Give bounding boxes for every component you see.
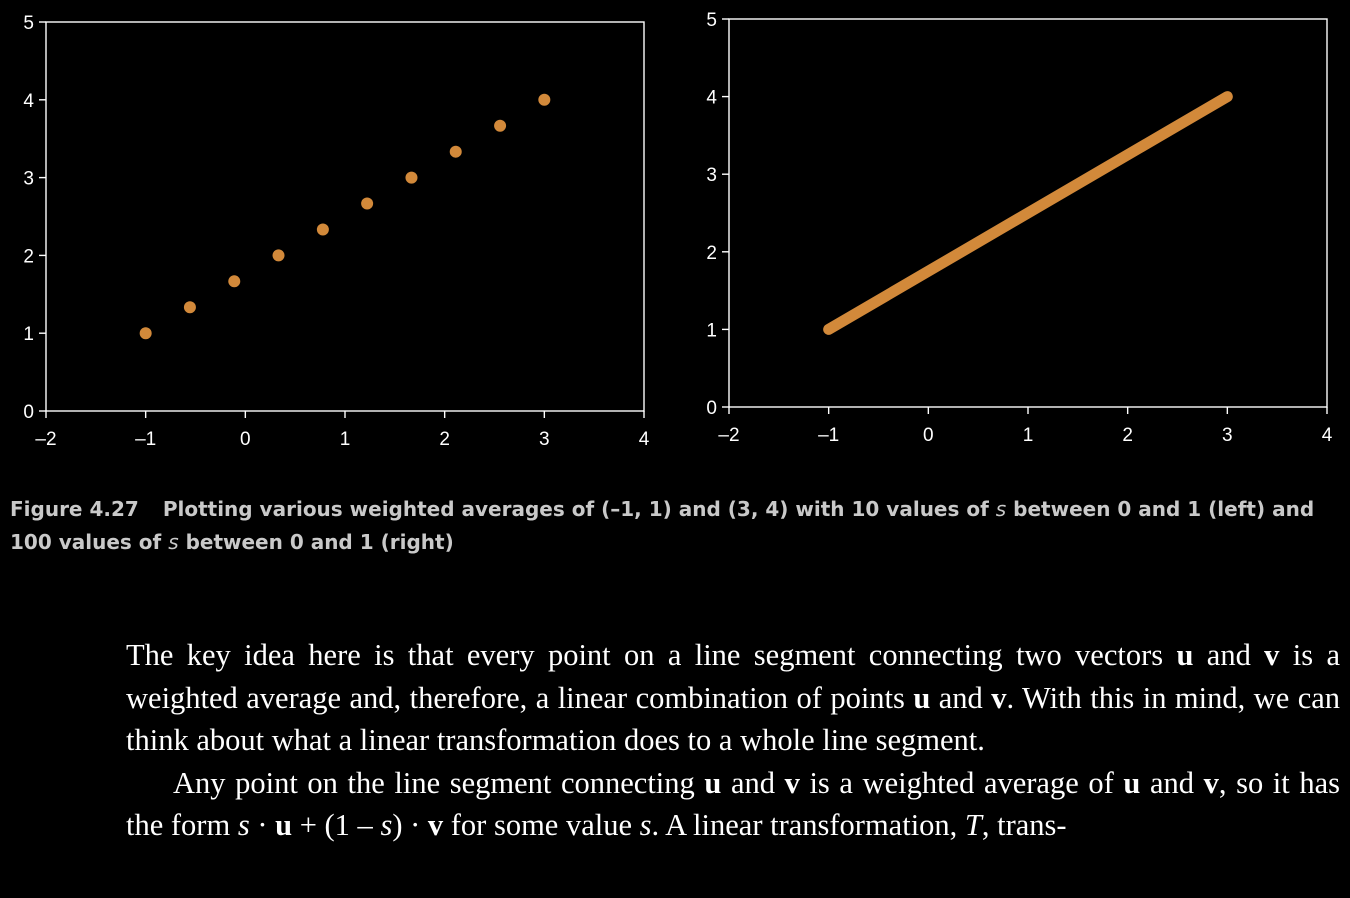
- data-point: [494, 119, 507, 132]
- line-plot-right: –2 –1 0 1 2 3 4 0 1 2 3 4 5: [706, 10, 1333, 446]
- p2-text-6: ·: [249, 808, 276, 842]
- caption-s-1: s: [995, 497, 1007, 521]
- x-tick-label: 0: [240, 429, 251, 450]
- p2-text-7: + (1 –: [292, 808, 381, 842]
- p2-text-10: . A linear transformation,: [651, 808, 965, 842]
- y-tick-label: 0: [706, 398, 717, 419]
- vector-u: u: [913, 680, 931, 715]
- scalar-s: s: [380, 808, 393, 842]
- scalar-s: s: [237, 808, 250, 842]
- vector-v: v: [1203, 765, 1219, 800]
- p2-text-3: is a weighted average of: [799, 765, 1124, 800]
- y-tick-label: 3: [706, 165, 717, 186]
- y-tick-label: 2: [706, 243, 717, 264]
- data-point: [361, 197, 374, 210]
- y-tick-label: 5: [706, 10, 717, 31]
- caption-text-c: between 0 and 1 (right): [178, 530, 454, 554]
- data-point: [139, 327, 152, 340]
- plot-frame: [45, 21, 645, 412]
- x-tick-label: 3: [539, 429, 550, 450]
- figure-caption: Figure 4.27 Plotting various weighted ave…: [10, 493, 1340, 559]
- y-tick-label: 4: [706, 88, 717, 109]
- y-tick-label: 1: [23, 324, 34, 345]
- data-point: [316, 223, 329, 236]
- x-tick-label: 0: [923, 425, 934, 446]
- y-tick-label: 5: [23, 13, 34, 34]
- caption-s-2: s: [168, 530, 179, 554]
- x-tick-label: –2: [718, 425, 739, 446]
- p2-text-8: ) ·: [392, 808, 428, 842]
- x-tick-label: 4: [1322, 425, 1333, 446]
- data-point: [449, 145, 462, 158]
- p1-text-2: and: [1193, 638, 1265, 672]
- paragraph-1: The key idea here is that every point on…: [126, 634, 1340, 762]
- y-tick-label: 4: [23, 91, 34, 112]
- y-tick-label: 1: [706, 320, 717, 341]
- p2-text-5: , so it has the form: [126, 765, 1340, 843]
- y-tick-label: 0: [23, 402, 34, 423]
- x-tick-label: 2: [439, 429, 450, 450]
- data-point: [228, 275, 241, 288]
- scatter-plot-left: –2 –1 0 1 2 3 4 0 1 2 3 4 5: [23, 13, 650, 450]
- data-point: [405, 171, 418, 184]
- body-text: The key idea here is that every point on…: [126, 634, 1340, 847]
- p1-text-3: is a weighted average and, therefore, a …: [126, 638, 1340, 715]
- scalar-s: s: [639, 808, 652, 842]
- x-tick-label: 2: [1122, 425, 1133, 446]
- y-tick-label: 2: [23, 246, 34, 267]
- vector-v: v: [1264, 638, 1280, 672]
- vector-v: v: [427, 808, 444, 842]
- caption-text-b: between 0 and 1 (left) and 100 values of: [10, 497, 1315, 554]
- p2-text-4: and: [1140, 765, 1204, 800]
- x-tick-label: –1: [135, 429, 156, 450]
- transformation-t: T: [964, 808, 982, 842]
- p1-text-5: . With this in mind, we can think about …: [126, 680, 1341, 758]
- vector-u: u: [1176, 638, 1194, 672]
- y-tick-label: 3: [23, 169, 34, 190]
- vector-u: u: [704, 765, 722, 800]
- caption-text-a: Plotting various weighted averages of (–…: [162, 497, 996, 521]
- data-point: [538, 93, 551, 106]
- paragraph-2: Any point on the line segment connecting…: [126, 762, 1340, 847]
- x-tick-label: –2: [35, 429, 56, 450]
- x-tick-label: 3: [1222, 425, 1233, 446]
- vector-u: u: [1123, 765, 1141, 800]
- figure-number: Figure 4.27: [10, 497, 139, 521]
- data-point: [272, 249, 285, 262]
- x-tick-label: 1: [340, 429, 351, 450]
- data-line: [823, 91, 1233, 335]
- x-tick-label: 1: [1023, 425, 1034, 446]
- x-tick-label: –1: [818, 425, 839, 446]
- p2-text-9: for some value: [443, 808, 640, 842]
- vector-v: v: [991, 680, 1007, 715]
- data-point: [183, 301, 196, 314]
- p1-text-1: The key idea here is that every point on…: [126, 638, 1177, 672]
- p2-text-1: Any point on the line segment connecting: [173, 765, 705, 800]
- vector-u: u: [275, 808, 293, 842]
- p2-text-2: and: [721, 765, 785, 800]
- vector-v: v: [784, 765, 800, 800]
- p1-text-4: and: [930, 680, 992, 715]
- p2-text-11: , trans-: [981, 808, 1067, 842]
- x-tick-label: 4: [639, 429, 650, 450]
